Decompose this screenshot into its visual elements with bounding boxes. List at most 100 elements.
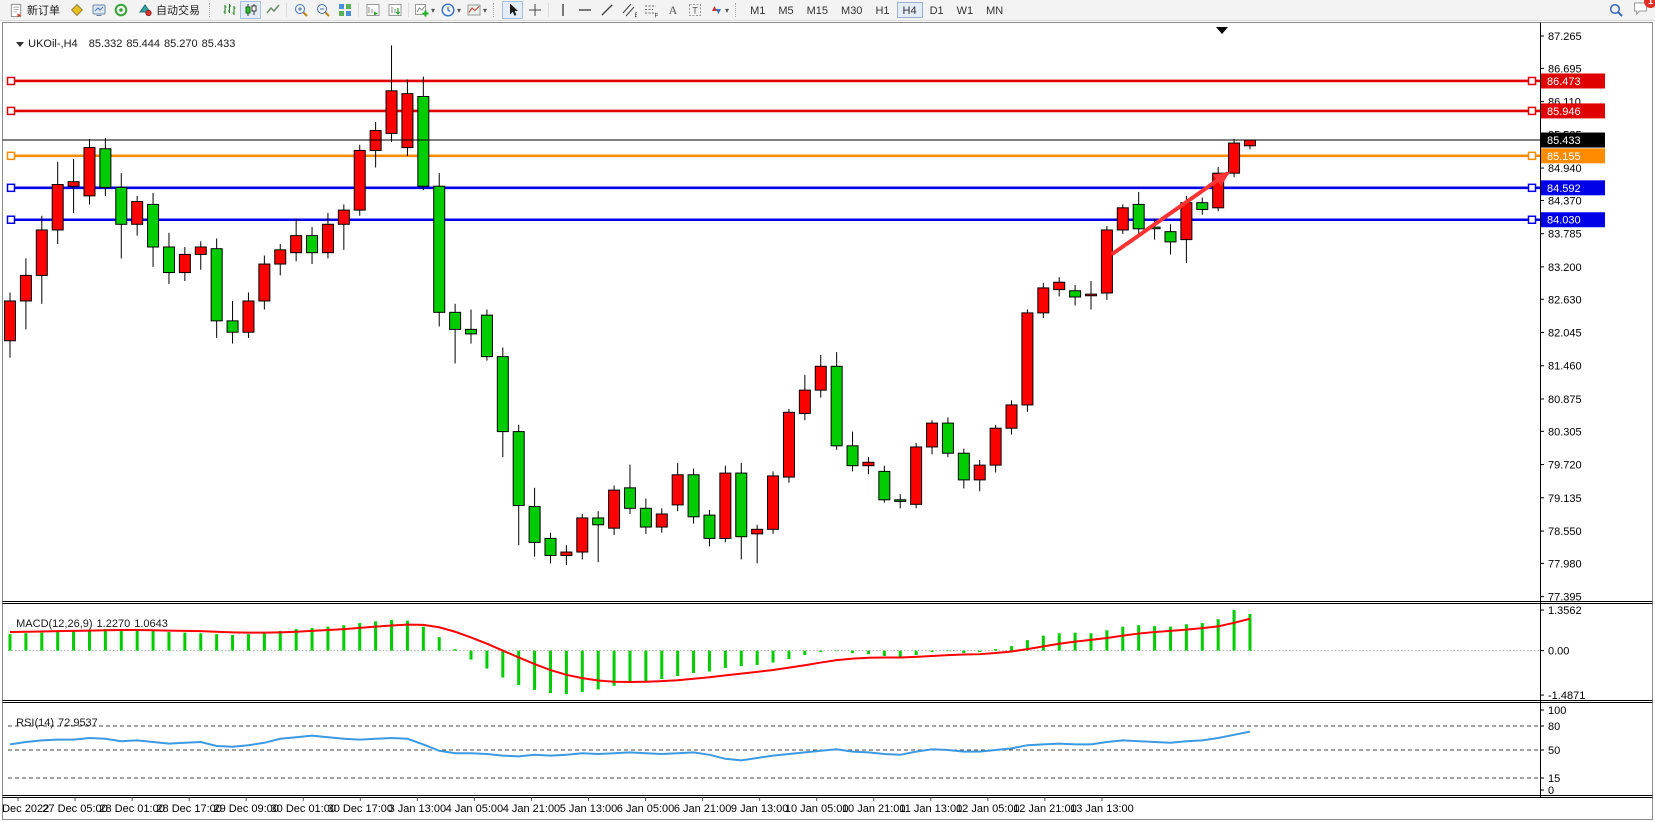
timeframe-M30[interactable]: M30 bbox=[835, 2, 868, 18]
price-tick-label: 82.045 bbox=[1548, 327, 1582, 339]
zoom-in-button[interactable] bbox=[290, 1, 311, 19]
period-selector-button[interactable]: ▾ bbox=[438, 1, 463, 19]
rsi-tick-label: 50 bbox=[1548, 745, 1560, 757]
strategy-tester-icon bbox=[114, 3, 127, 17]
market-depth-button[interactable] bbox=[66, 1, 87, 19]
timeframe-M15[interactable]: M15 bbox=[801, 2, 834, 18]
price-tick-label: 78.550 bbox=[1548, 526, 1582, 538]
zoom-out-icon bbox=[316, 4, 330, 17]
svg-text:86.473: 86.473 bbox=[1547, 76, 1581, 88]
market-depth-icon bbox=[70, 3, 83, 17]
symbol-period: UKOil-,H4 bbox=[28, 38, 78, 50]
current-price-badge bbox=[1541, 132, 1605, 148]
timeframe-H1[interactable]: H1 bbox=[869, 2, 895, 18]
time-tick-label: 30 Dec 17:00 bbox=[328, 803, 393, 815]
price-tick-label: 84.940 bbox=[1548, 163, 1582, 175]
autotrading-label: 自动交易 bbox=[156, 5, 200, 17]
time-tick-label: 3 Jan 13:00 bbox=[389, 803, 447, 815]
new-order-button[interactable]: 新订单 bbox=[4, 1, 65, 19]
notification-badge[interactable]: 1 bbox=[1644, 0, 1655, 8]
rsi-tick-label: 0 bbox=[1548, 785, 1554, 797]
ohlc-open: 85.332 bbox=[88, 38, 123, 50]
search-button[interactable] bbox=[1605, 1, 1626, 19]
autotrading-button[interactable]: 自动交易 bbox=[132, 1, 205, 19]
time-tick-label: 10 Jan 21:00 bbox=[842, 803, 906, 815]
chart-shift-marker bbox=[1216, 27, 1228, 34]
crosshair-tool-button[interactable] bbox=[524, 1, 545, 19]
price-tick-label: 84.370 bbox=[1548, 195, 1582, 207]
time-tick-label: 13 Jan 13:00 bbox=[1070, 803, 1134, 815]
data-window-button[interactable] bbox=[88, 1, 109, 19]
toolbar-grip bbox=[735, 3, 740, 17]
price-tick-label: 79.135 bbox=[1548, 493, 1582, 505]
time-tick-label: 23 Dec 2022 bbox=[0, 803, 49, 815]
price-badge-86.473 bbox=[1541, 73, 1605, 89]
ohlc-high: 85.444 bbox=[126, 38, 161, 50]
time-tick-label: 9 Jan 13:00 bbox=[731, 803, 789, 815]
svg-text:T: T bbox=[692, 6, 698, 16]
timeframe-M1[interactable]: M1 bbox=[744, 2, 771, 18]
channel-tool-button[interactable]: E bbox=[618, 1, 639, 19]
timeframe-D1[interactable]: D1 bbox=[924, 2, 950, 18]
cursor-tool-button[interactable] bbox=[502, 1, 524, 19]
template-button[interactable]: ▾ bbox=[464, 1, 489, 19]
time-tick-label: 30 Dec 01:00 bbox=[271, 803, 336, 815]
time-tick-label: 5 Jan 13:00 bbox=[560, 803, 618, 815]
toolbar-separator bbox=[408, 3, 409, 17]
candlestick-chart-icon bbox=[245, 4, 256, 16]
time-tick-label: 4 Jan 21:00 bbox=[503, 803, 561, 815]
macd-panel: 1.3562 0.00 -1.4871 bbox=[8, 605, 1585, 702]
text-icon: A bbox=[668, 3, 677, 17]
time-tick-label: 12 Jan 05:00 bbox=[956, 803, 1020, 815]
timeframe-W1[interactable]: W1 bbox=[951, 2, 980, 18]
chart-title: UKOil-,H4 85.332 85.444 85.270 85.433 bbox=[10, 26, 239, 50]
macd-tick-label: 0.00 bbox=[1548, 646, 1569, 658]
timeframe-MN[interactable]: MN bbox=[980, 2, 1009, 18]
auto-scroll-icon bbox=[366, 4, 379, 16]
horizontal-line-tool-button[interactable] bbox=[574, 1, 595, 19]
zoom-out-button[interactable] bbox=[312, 1, 333, 19]
timeframe-H4[interactable]: H4 bbox=[896, 2, 923, 18]
ohlc-close: 85.433 bbox=[201, 38, 236, 50]
toolbar-separator bbox=[548, 3, 550, 17]
price-tick-label: 86.695 bbox=[1548, 63, 1582, 75]
main-toolbar: 新订单 自动交易 ▾ ▾ bbox=[0, 0, 1655, 21]
tile-windows-button[interactable] bbox=[334, 1, 355, 19]
add-indicator-button[interactable]: ▾ bbox=[412, 1, 437, 19]
time-tick-label: 28 Dec 01:00 bbox=[99, 803, 164, 815]
bar-chart-mode-button[interactable] bbox=[218, 1, 239, 19]
candles bbox=[4, 45, 1256, 566]
chart-shift-button[interactable] bbox=[384, 1, 405, 19]
price-tick-label: 77.980 bbox=[1548, 558, 1582, 570]
auto-scroll-button[interactable] bbox=[362, 1, 383, 19]
line-chart-mode-button[interactable] bbox=[262, 1, 283, 19]
timeframe-M5[interactable]: M5 bbox=[772, 2, 799, 18]
arrow-objects-icon bbox=[712, 6, 722, 14]
price-tick-label: 83.785 bbox=[1548, 229, 1582, 241]
symbol-dropdown-icon[interactable] bbox=[16, 41, 25, 47]
add-indicator-icon bbox=[415, 4, 429, 17]
dropdown-caret-icon: ▾ bbox=[457, 5, 462, 15]
fibonacci-tool-button[interactable]: F bbox=[640, 1, 661, 19]
arrows-tool-button[interactable]: ▾ bbox=[706, 1, 731, 19]
timeframe-group: M1 M5 M15 M30 H1 H4 D1 W1 MN bbox=[744, 2, 1009, 18]
svg-text:85.946: 85.946 bbox=[1547, 106, 1581, 118]
candlestick-mode-button[interactable] bbox=[240, 1, 261, 19]
price-tick-label: 82.630 bbox=[1548, 294, 1582, 306]
macd-signal-value: 1.0643 bbox=[134, 618, 168, 630]
trendline-tool-button[interactable] bbox=[596, 1, 617, 19]
svg-text:85.433: 85.433 bbox=[1547, 135, 1581, 147]
price-tick-label: 87.265 bbox=[1548, 31, 1582, 43]
vertical-line-tool-button[interactable] bbox=[552, 1, 573, 19]
strategy-tester-button[interactable] bbox=[110, 1, 131, 19]
text-tool-button[interactable]: A bbox=[662, 1, 683, 19]
data-window-icon bbox=[92, 4, 105, 16]
template-icon bbox=[467, 4, 481, 16]
macd-tick-label: 1.3562 bbox=[1548, 605, 1582, 617]
new-order-label: 新订单 bbox=[27, 5, 60, 17]
time-tick-label: 6 Jan 05:00 bbox=[617, 803, 675, 815]
time-tick-label: 29 Dec 09:00 bbox=[213, 803, 278, 815]
text-label-tool-button[interactable]: T bbox=[684, 1, 705, 19]
rsi-line bbox=[9, 730, 1251, 762]
